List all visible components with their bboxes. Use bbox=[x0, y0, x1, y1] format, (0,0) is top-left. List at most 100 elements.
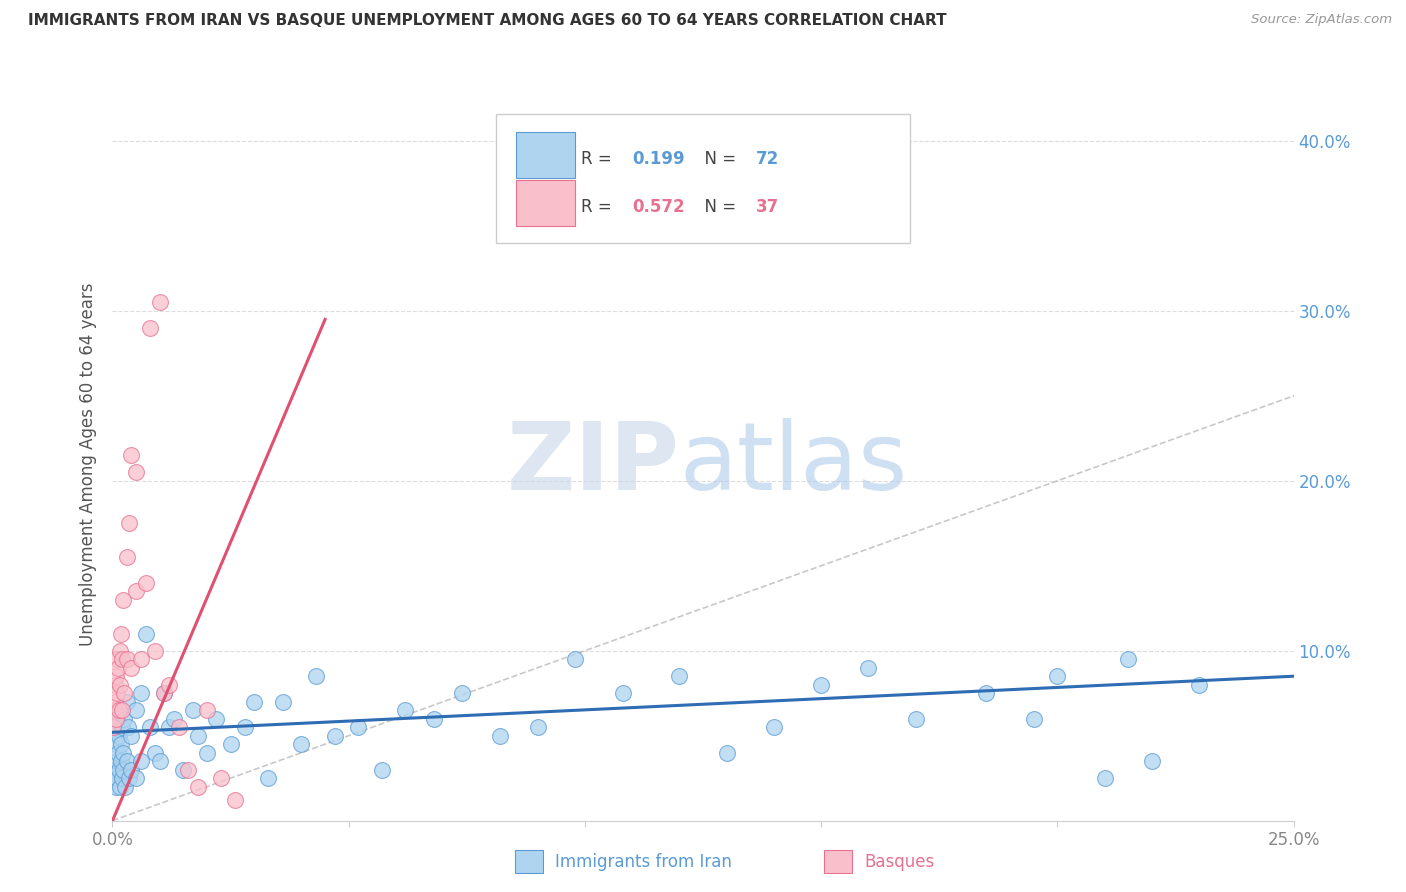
Y-axis label: Unemployment Among Ages 60 to 64 years: Unemployment Among Ages 60 to 64 years bbox=[79, 282, 97, 646]
Point bbox=[976, 686, 998, 700]
Point bbox=[181, 703, 204, 717]
Point bbox=[103, 703, 125, 717]
Point bbox=[118, 771, 141, 785]
Point bbox=[120, 661, 142, 675]
Point bbox=[108, 644, 131, 658]
Point bbox=[257, 771, 280, 785]
Point bbox=[125, 703, 148, 717]
Point bbox=[1140, 754, 1163, 768]
Point bbox=[195, 703, 218, 717]
Point bbox=[111, 652, 134, 666]
Point bbox=[177, 763, 200, 777]
Point bbox=[810, 678, 832, 692]
Point bbox=[186, 780, 208, 794]
FancyBboxPatch shape bbox=[496, 114, 910, 243]
Point bbox=[149, 295, 172, 310]
Text: R =: R = bbox=[581, 150, 617, 168]
Point bbox=[104, 678, 127, 692]
Point bbox=[110, 626, 132, 640]
Point bbox=[105, 771, 128, 785]
Point bbox=[139, 720, 162, 734]
Point bbox=[118, 516, 141, 531]
Point bbox=[526, 720, 548, 734]
Point bbox=[172, 763, 194, 777]
Point bbox=[143, 644, 166, 658]
Point bbox=[762, 720, 785, 734]
Point bbox=[104, 780, 127, 794]
Point bbox=[135, 626, 157, 640]
Point bbox=[110, 737, 132, 751]
Point bbox=[612, 686, 634, 700]
Point bbox=[163, 712, 186, 726]
Point bbox=[209, 771, 232, 785]
Point bbox=[103, 763, 125, 777]
Point bbox=[167, 720, 190, 734]
Point bbox=[107, 661, 129, 675]
Point bbox=[716, 746, 738, 760]
Point bbox=[125, 466, 148, 480]
Point bbox=[143, 746, 166, 760]
Point bbox=[115, 550, 138, 565]
Point bbox=[323, 729, 346, 743]
Text: atlas: atlas bbox=[679, 417, 908, 510]
Point bbox=[219, 737, 242, 751]
Point bbox=[904, 712, 927, 726]
Point bbox=[1116, 652, 1139, 666]
Point bbox=[290, 737, 312, 751]
Text: N =: N = bbox=[693, 198, 741, 216]
Point bbox=[104, 669, 127, 683]
Point bbox=[139, 321, 162, 335]
Point bbox=[1094, 771, 1116, 785]
Point bbox=[112, 686, 135, 700]
Point bbox=[115, 754, 138, 768]
Point bbox=[114, 780, 136, 794]
Text: Source: ZipAtlas.com: Source: ZipAtlas.com bbox=[1251, 13, 1392, 27]
Point bbox=[304, 669, 326, 683]
Point bbox=[115, 652, 138, 666]
Point bbox=[107, 703, 129, 717]
Point bbox=[371, 763, 394, 777]
Text: Basques: Basques bbox=[865, 853, 935, 871]
Point bbox=[105, 754, 128, 768]
Point bbox=[564, 652, 586, 666]
Point bbox=[1188, 678, 1211, 692]
Text: 0.199: 0.199 bbox=[633, 150, 685, 168]
Point bbox=[112, 712, 135, 726]
Point bbox=[1046, 669, 1069, 683]
Point bbox=[129, 652, 152, 666]
Point bbox=[105, 686, 128, 700]
Text: 72: 72 bbox=[756, 150, 779, 168]
Text: N =: N = bbox=[693, 150, 741, 168]
Point bbox=[205, 712, 228, 726]
Text: Immigrants from Iran: Immigrants from Iran bbox=[555, 853, 733, 871]
Point bbox=[111, 703, 134, 717]
Point bbox=[103, 720, 125, 734]
Point bbox=[115, 695, 138, 709]
Point bbox=[233, 720, 256, 734]
Point bbox=[668, 669, 690, 683]
Point bbox=[105, 652, 128, 666]
Point bbox=[104, 737, 127, 751]
FancyBboxPatch shape bbox=[516, 132, 575, 178]
Point bbox=[271, 695, 294, 709]
Point bbox=[224, 793, 246, 807]
Text: ZIP: ZIP bbox=[506, 417, 679, 510]
Point bbox=[394, 703, 416, 717]
Text: 37: 37 bbox=[756, 198, 779, 216]
Point bbox=[153, 686, 176, 700]
Point bbox=[105, 712, 128, 726]
Point bbox=[858, 661, 880, 675]
Point bbox=[1022, 712, 1045, 726]
Point bbox=[108, 780, 131, 794]
Point bbox=[111, 720, 134, 734]
Point bbox=[117, 720, 139, 734]
Point bbox=[157, 720, 180, 734]
Point bbox=[120, 448, 142, 462]
Point bbox=[104, 695, 127, 709]
Point bbox=[243, 695, 266, 709]
Point bbox=[125, 771, 148, 785]
Point bbox=[451, 686, 474, 700]
Point bbox=[111, 771, 134, 785]
Point bbox=[186, 729, 208, 743]
Point bbox=[108, 703, 131, 717]
